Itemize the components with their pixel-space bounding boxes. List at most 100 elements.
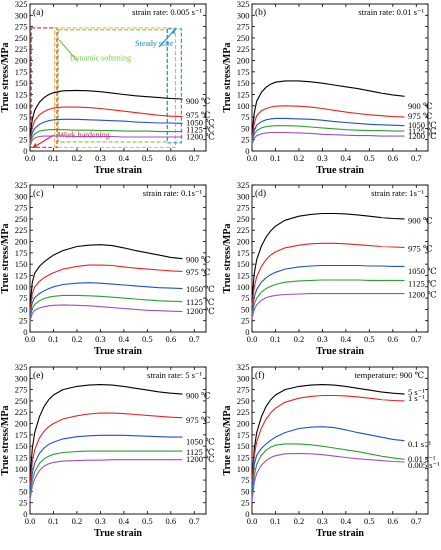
x-tick-label: 0.6 <box>387 516 398 526</box>
series-label-2: 1 s⁻¹ <box>408 393 425 403</box>
panel-condition-text: strain rate: 1s⁻¹ <box>371 188 424 198</box>
x-tick-label: 0.3 <box>317 516 328 526</box>
y-tick-label: 275 <box>15 22 28 32</box>
y-tick-label: 75 <box>19 112 28 122</box>
y-tick-label: 325 <box>15 362 28 372</box>
y-tick-label: 150 <box>237 259 250 269</box>
annotation-group: Dynamic softening Steady state Work harden… <box>30 27 182 149</box>
y-axis-title: True stress/MPa <box>0 406 11 476</box>
y-tick-label: 275 <box>237 203 250 213</box>
x-tick-label: 0.4 <box>119 516 130 526</box>
x-tick-label: 0.0 <box>25 334 36 344</box>
y-tick-label: 50 <box>19 304 28 314</box>
x-tick-label: 0.3 <box>317 153 328 163</box>
x-tick-label: 0.5 <box>364 334 375 344</box>
series-line-2 <box>251 105 405 139</box>
y-tick-label: 200 <box>15 237 28 247</box>
y-tick-label: 175 <box>237 248 250 258</box>
x-tick-label: 0.7 <box>189 153 200 163</box>
x-tick-label: 0.7 <box>411 334 422 344</box>
y-tick-label: 100 <box>237 282 250 292</box>
y-tick-label: 0 <box>245 327 249 337</box>
y-tick-label: 200 <box>237 237 250 247</box>
y-tick-label: 0 <box>23 146 27 156</box>
x-tick-label: 0.0 <box>247 153 258 163</box>
steady-state-text: Steady state <box>135 39 174 48</box>
y-tick-label: 0 <box>23 327 27 337</box>
y-tick-label: 225 <box>15 225 28 235</box>
y-tick-label: 275 <box>15 385 28 395</box>
series-label-4: 0.01 s⁻¹ <box>408 454 436 464</box>
x-tick-label: 0.4 <box>119 334 130 344</box>
steady-state-box <box>166 28 182 144</box>
y-tick-label: 50 <box>241 486 250 496</box>
series-label-5: 1200 ℃ <box>186 306 215 316</box>
steady-state-arrowhead <box>171 27 176 35</box>
y-tick-label: 125 <box>237 270 250 280</box>
y-tick-label: 225 <box>237 225 250 235</box>
y-tick-label: 25 <box>19 316 28 326</box>
dynamic-softening-box <box>54 27 177 148</box>
series-label-2: 975 ℃ <box>408 111 432 121</box>
panel-label: (c) <box>33 188 44 199</box>
y-tick-label: 25 <box>241 316 250 326</box>
y-tick-label: 50 <box>19 123 28 133</box>
series-line-4 <box>251 125 405 144</box>
series-label-3: 1050 ℃ <box>408 120 437 130</box>
y-tick-label: 25 <box>241 498 250 508</box>
y-tick-label: 75 <box>241 112 250 122</box>
dynamic-softening-text: Dynamic softening <box>70 54 131 63</box>
x-axis-title: True strain <box>316 165 364 176</box>
x-tick-label: 0.7 <box>189 516 200 526</box>
y-tick-label: 25 <box>19 135 28 145</box>
y-tick-label: 25 <box>241 135 250 145</box>
series-label-3: 1050 ℃ <box>408 266 437 276</box>
y-tick-label: 175 <box>237 430 250 440</box>
y-tick-label: 100 <box>15 101 28 111</box>
panel-label: (d) <box>255 188 266 199</box>
y-tick-label: 75 <box>19 293 28 303</box>
panel-label: (f) <box>255 370 265 381</box>
series-line-2 <box>29 412 183 487</box>
series-label-1: 900 ℃ <box>186 96 210 106</box>
x-tick-label: 0.7 <box>189 334 200 344</box>
series-line-1 <box>29 384 183 481</box>
series-label-4: 1125 ℃ <box>186 125 214 135</box>
y-tick-label: 100 <box>237 101 250 111</box>
series-line-4 <box>29 294 183 319</box>
work-hardening-box <box>30 27 58 148</box>
y-tick-label: 200 <box>15 419 28 429</box>
y-tick-label: 325 <box>15 0 28 9</box>
y-tick-label: 225 <box>237 407 250 417</box>
y-tick-label: 125 <box>237 452 250 462</box>
series-label-1: 5 s⁻¹ <box>408 387 425 397</box>
panel-condition-text: strain rate: 0.01 s⁻¹ <box>358 7 424 17</box>
y-tick-label: 275 <box>237 385 250 395</box>
plot-frame <box>251 3 429 152</box>
series-line-2 <box>29 264 183 312</box>
y-tick-label: 275 <box>15 203 28 213</box>
y-axis-title: True stress/MPa <box>222 224 233 294</box>
x-tick-label: 0.1 <box>270 516 281 526</box>
y-tick-label: 75 <box>241 293 250 303</box>
y-tick-label: 325 <box>237 362 250 372</box>
x-tick-label: 0.1 <box>270 153 281 163</box>
y-tick-label: 175 <box>15 248 28 258</box>
x-tick-label: 0.3 <box>95 334 106 344</box>
series-label-1: 900 ℃ <box>186 390 210 400</box>
work-hardening-arrow <box>33 134 54 148</box>
y-axis-title: True stress/MPa <box>222 406 233 476</box>
series-line-1 <box>251 80 405 136</box>
series-line-5 <box>251 452 405 502</box>
y-tick-label: 225 <box>15 44 28 54</box>
x-tick-label: 0.6 <box>165 153 176 163</box>
x-tick-label: 0.3 <box>317 334 328 344</box>
series-label-2: 975 ℃ <box>186 415 210 425</box>
y-tick-label: 200 <box>15 56 28 66</box>
y-tick-label: 25 <box>19 498 28 508</box>
panel-condition-text: strain rate: 0.005 s⁻¹ <box>132 7 202 17</box>
